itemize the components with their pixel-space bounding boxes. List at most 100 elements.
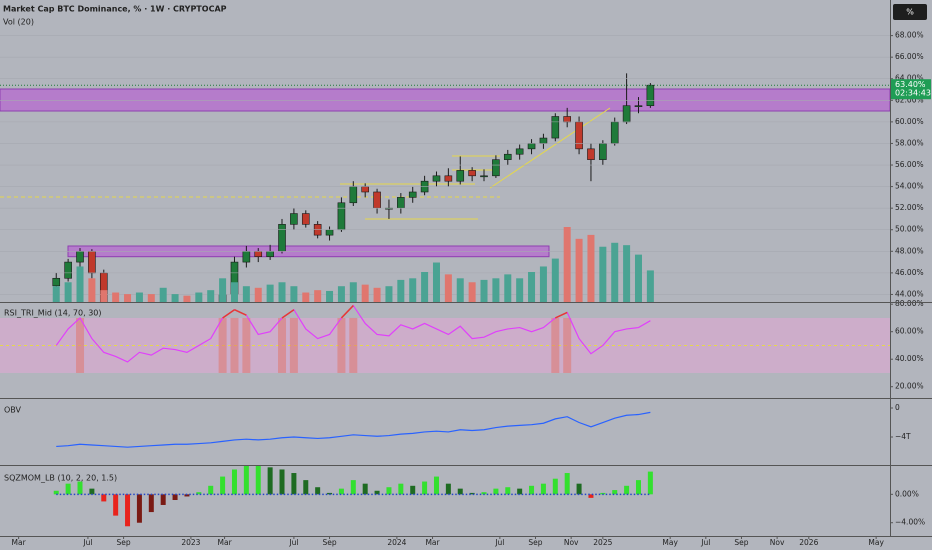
volume-bar xyxy=(326,290,334,302)
x-tick-label: Mar xyxy=(425,538,440,547)
candle-body xyxy=(539,137,548,144)
y-tick-label: 44.00% xyxy=(895,289,924,298)
y-tick-label: 20.00% xyxy=(895,382,924,391)
y-tick-label: 56.00% xyxy=(895,160,924,169)
chart-title: Market Cap BTC Dominance, % · 1W · CRYPT… xyxy=(3,5,227,14)
y-tick-label: 60.00% xyxy=(895,117,924,126)
volume-bar xyxy=(195,292,203,302)
overbought-zone xyxy=(563,317,572,373)
volume-bar xyxy=(64,282,72,302)
overbought-zone xyxy=(337,317,346,373)
momentum-bar xyxy=(647,471,653,495)
x-tick-label: Sep xyxy=(322,538,336,547)
candle-body xyxy=(337,202,346,231)
y-tick-label: 60.00% xyxy=(895,327,924,336)
x-tick-label: Jul xyxy=(494,538,504,547)
y-tick-label: −4T xyxy=(895,432,911,441)
candle-body xyxy=(468,170,476,177)
candle-body xyxy=(432,175,441,182)
momentum-bar xyxy=(184,494,190,497)
x-tick-label: Mar xyxy=(218,538,233,547)
y-tick-label: 48.00% xyxy=(895,246,924,255)
volume-bar xyxy=(623,245,631,302)
y-tick-label: 66.00% xyxy=(895,52,924,61)
candle-body xyxy=(622,105,631,123)
pane-title: RSI_TRI_Mid (14, 70, 30) xyxy=(4,309,102,318)
scale-button[interactable] xyxy=(893,4,927,20)
volume-bar xyxy=(242,286,250,302)
candle-body xyxy=(349,186,358,204)
momentum-bar xyxy=(635,480,641,495)
momentum-bar xyxy=(517,488,523,495)
volume-bar xyxy=(599,246,607,302)
y-tick-label: 50.00% xyxy=(895,225,924,234)
volume-bar xyxy=(124,294,132,302)
volume-bar xyxy=(421,272,429,302)
momentum-bar xyxy=(529,485,535,495)
candle-body xyxy=(503,153,512,160)
indicator-line xyxy=(55,304,651,363)
scale-label[interactable]: % xyxy=(906,8,914,17)
candle-body xyxy=(64,261,72,279)
volume-bar xyxy=(539,266,547,302)
volume-bar xyxy=(147,294,155,302)
x-tick-label: May xyxy=(868,538,884,547)
momentum-bar xyxy=(315,487,321,495)
volume-bar xyxy=(361,284,369,302)
y-tick-label: 0 xyxy=(895,403,900,412)
volume-bar xyxy=(516,278,524,302)
y-tick-label: 46.00% xyxy=(895,268,924,277)
volume-bar xyxy=(135,292,143,302)
x-tick-label: Jul xyxy=(700,538,710,547)
volume-bar xyxy=(88,278,96,302)
volume-bar xyxy=(302,292,310,302)
momentum-bar xyxy=(172,494,178,501)
momentum-bar xyxy=(53,490,59,495)
candle-body xyxy=(52,277,61,287)
candle-body xyxy=(551,116,560,139)
candle-body xyxy=(397,197,405,209)
candle-body xyxy=(599,143,607,160)
x-tick-label: Sep xyxy=(528,538,542,547)
y-tick-label: 58.00% xyxy=(895,138,924,147)
candle-body xyxy=(563,116,571,123)
overbought-segment xyxy=(281,309,295,319)
candle-body xyxy=(76,251,84,263)
momentum-bar xyxy=(576,483,582,495)
volume-bar xyxy=(159,287,167,302)
candle-body xyxy=(290,213,298,225)
volume-bar xyxy=(183,295,191,302)
candle-body xyxy=(325,229,334,236)
momentum-bar xyxy=(540,483,546,495)
pane-borders xyxy=(0,0,932,537)
momentum-bar xyxy=(65,483,71,495)
candle-body xyxy=(456,170,465,182)
pane-title: Vol (20) xyxy=(3,18,34,27)
momentum-bar xyxy=(564,473,570,495)
x-tick-label: Sep xyxy=(117,538,131,547)
momentum-bar xyxy=(160,494,166,505)
volume-bar xyxy=(456,278,464,302)
volume-bar xyxy=(278,282,286,302)
overbought-zone xyxy=(230,317,239,373)
momentum-bar xyxy=(362,483,368,495)
y-tick-label: 40.00% xyxy=(895,354,924,363)
volume-bar xyxy=(444,274,452,302)
momentum-bar xyxy=(136,494,142,523)
x-tick-label: 2023 xyxy=(181,538,200,547)
volume-bar xyxy=(551,258,559,302)
candle-body xyxy=(301,213,310,225)
candle-body xyxy=(634,105,643,107)
y-tick-label: −4.00% xyxy=(895,518,925,527)
last-price-label: 63.40% xyxy=(895,80,926,89)
x-tick-label: Jul xyxy=(82,538,92,547)
momentum-bar xyxy=(338,488,344,495)
momentum-bar xyxy=(279,469,285,495)
momentum-bar xyxy=(77,481,83,495)
x-tick-label: Nov xyxy=(770,538,785,547)
marks: 44.00% 46.00% 48.00% 50.00% 52.00% 54.00% 56.0… xyxy=(0,31,931,547)
volume-bar xyxy=(409,278,417,302)
volume-bar xyxy=(492,278,500,302)
momentum-bar xyxy=(457,488,463,495)
candle-body xyxy=(88,251,96,274)
